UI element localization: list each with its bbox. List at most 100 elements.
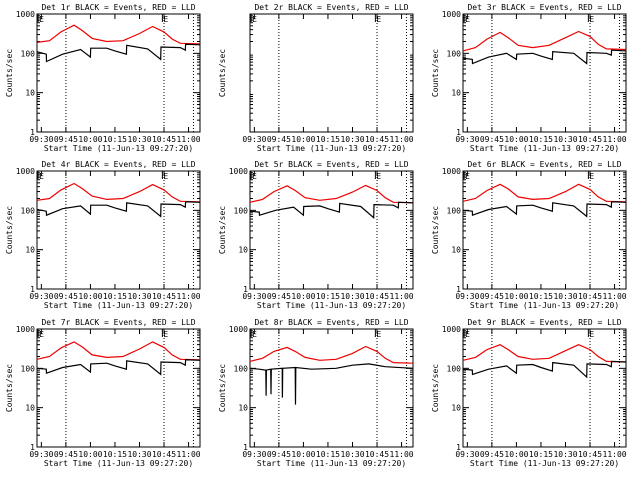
plot-frame	[249, 13, 414, 133]
time-marker-label: E	[376, 330, 381, 339]
x-tick-label: 10:00	[291, 292, 315, 301]
x-tick-label: 09:45	[267, 135, 291, 144]
x-tick-label: 10:45	[365, 292, 389, 301]
x-axis-label: Start Time (11-Jun-13 09:27:20)	[257, 459, 406, 468]
y-axis-label: Counts/sec	[5, 206, 14, 254]
y-tick-label: 10	[25, 404, 35, 413]
detector-panel-4: Det 4r BLACK = Events, RED = LLD 1 10 100 10…	[5, 160, 201, 310]
events-rate-line	[462, 360, 627, 379]
x-tick-label: 11:00	[177, 135, 201, 144]
x-tick-label: 10:00	[78, 450, 102, 459]
detector-panel-8: Det 8r BLACK = Events, RED = LLD 1 10 100 10…	[218, 318, 414, 468]
x-tick-label: 10:30	[127, 135, 151, 144]
x-tick-label: 11:00	[390, 292, 414, 301]
x-tick-label: 10:45	[578, 292, 602, 301]
time-marker-label: E	[252, 330, 257, 339]
y-tick-label: 100	[21, 364, 36, 373]
y-tick-label: 10	[25, 246, 35, 255]
x-tick-label: 09:45	[480, 450, 504, 459]
y-tick-label: 1000	[16, 10, 35, 19]
x-tick-label: 10:45	[578, 135, 602, 144]
x-tick-label: 10:00	[78, 292, 102, 301]
x-tick-label: 10:00	[78, 135, 102, 144]
detector-panel-2: Det 2r BLACK = Events, RED = LLD 09:30 09:…	[218, 3, 414, 153]
x-tick-label: 09:30	[242, 292, 266, 301]
lld-rate-line	[462, 183, 627, 203]
y-tick-label: 10	[451, 89, 461, 98]
x-axis-label: Start Time (11-Jun-13 09:27:20)	[44, 144, 193, 153]
y-tick-label: 10	[25, 89, 35, 98]
x-tick-label: 09:45	[54, 450, 78, 459]
plot-frame	[36, 170, 201, 290]
y-tick-label: 1	[30, 285, 35, 294]
x-tick-label: 09:45	[54, 292, 78, 301]
time-marker-label: E	[376, 172, 381, 181]
x-tick-label: 09:30	[29, 135, 53, 144]
y-tick-label: 1	[30, 128, 35, 137]
y-tick-label: 100	[234, 206, 249, 215]
events-rate-line	[462, 201, 627, 218]
x-tick-label: 10:00	[504, 135, 528, 144]
y-tick-label: 10	[238, 404, 248, 413]
x-axis-label: Start Time (11-Jun-13 09:27:20)	[470, 459, 619, 468]
x-tick-label: 10:00	[504, 450, 528, 459]
x-tick-label: 10:15	[103, 450, 127, 459]
time-marker-label: E	[39, 330, 44, 339]
time-marker-label: E	[39, 15, 44, 24]
panel-title: Det 5r BLACK = Events, RED = LLD	[254, 160, 408, 169]
x-tick-label: 09:30	[29, 450, 53, 459]
time-marker-label: E	[163, 172, 168, 181]
y-tick-label: 100	[447, 364, 462, 373]
detector-panel-5: Det 5r BLACK = Events, RED = LLD 1 10 100 10…	[218, 160, 414, 310]
plot-frame	[462, 13, 627, 133]
x-axis-label: Start Time (11-Jun-13 09:27:20)	[470, 144, 619, 153]
y-axis-label: Counts/sec	[431, 206, 440, 254]
y-tick-label: 1	[243, 443, 248, 452]
lld-rate-line	[462, 30, 627, 52]
x-tick-label: 10:30	[553, 135, 577, 144]
y-axis-label: Counts/sec	[218, 364, 227, 412]
x-axis-label: Start Time (11-Jun-13 09:27:20)	[257, 144, 406, 153]
y-tick-label: 1	[243, 285, 248, 294]
lld-rate-line	[462, 344, 627, 363]
detector-panel-6: Det 6r BLACK = Events, RED = LLD 1 10 100 10…	[431, 160, 627, 310]
events-rate-line	[36, 43, 201, 63]
time-marker-label: E	[589, 172, 594, 181]
panel-title: Det 9r BLACK = Events, RED = LLD	[467, 318, 621, 327]
y-tick-label: 100	[21, 206, 36, 215]
panel-title: Det 4r BLACK = Events, RED = LLD	[41, 160, 195, 169]
events-rate-line	[462, 49, 627, 65]
x-tick-label: 09:30	[29, 292, 53, 301]
y-tick-label: 1	[456, 443, 461, 452]
y-tick-label: 1000	[229, 167, 248, 176]
panel-title: Det 1r BLACK = Events, RED = LLD	[41, 3, 195, 12]
plot-frame	[462, 328, 627, 448]
plot-frame	[462, 170, 627, 290]
x-tick-label: 10:30	[127, 450, 151, 459]
x-tick-label: 09:45	[480, 292, 504, 301]
x-tick-label: 10:45	[365, 450, 389, 459]
y-tick-label: 100	[21, 49, 36, 58]
x-tick-label: 10:30	[553, 292, 577, 301]
lld-rate-line	[36, 182, 201, 203]
x-tick-label: 11:00	[390, 135, 414, 144]
panel-title: Det 6r BLACK = Events, RED = LLD	[467, 160, 621, 169]
y-tick-label: 1	[456, 128, 461, 137]
x-tick-label: 10:15	[316, 135, 340, 144]
time-marker-label: E	[252, 15, 257, 24]
y-tick-label: 1000	[16, 325, 35, 334]
y-axis-label: Counts/sec	[218, 206, 227, 254]
y-tick-label: 1000	[16, 167, 35, 176]
detector-panel-3: Det 3r BLACK = Events, RED = LLD 1 10 100 10…	[431, 3, 627, 153]
x-tick-label: 10:15	[529, 135, 553, 144]
x-axis-label: Start Time (11-Jun-13 09:27:20)	[257, 301, 406, 310]
time-marker-label: E	[252, 172, 257, 181]
y-tick-label: 10	[238, 246, 248, 255]
x-tick-label: 09:45	[267, 450, 291, 459]
events-rate-line	[36, 201, 201, 218]
y-tick-label: 10	[451, 404, 461, 413]
y-tick-label: 1000	[442, 10, 461, 19]
x-tick-label: 10:30	[340, 450, 364, 459]
y-axis-label: Counts/sec	[431, 49, 440, 97]
